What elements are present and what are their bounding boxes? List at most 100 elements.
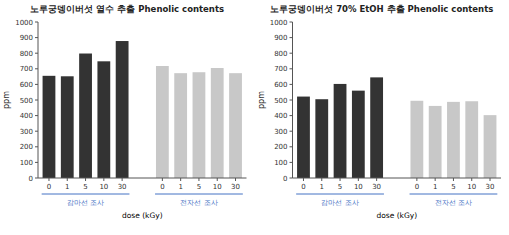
y-tick-label: 200 — [20, 143, 33, 151]
y-tick-label: 100 — [274, 159, 287, 167]
panel: 010020030040050060070080090010000151030감… — [2, 4, 247, 220]
group-underline — [410, 194, 498, 195]
x-tick — [180, 178, 181, 181]
x-tick — [122, 178, 123, 181]
y-tick — [290, 146, 293, 147]
x-axis — [293, 178, 502, 179]
group-label: 감마선 조사 — [321, 199, 358, 207]
y-tick-label: 1000 — [15, 19, 33, 27]
y-tick-label: 600 — [274, 81, 287, 89]
bar — [229, 73, 242, 178]
x-tick — [67, 178, 68, 181]
x-tick-label: 0 — [301, 183, 305, 191]
x-tick — [471, 178, 472, 181]
bars — [43, 41, 242, 178]
y-tick — [35, 22, 38, 23]
figure: 010020030040050060070080090010000151030감… — [0, 0, 509, 235]
x-tick — [376, 178, 377, 181]
y-tick-label: 500 — [20, 97, 33, 105]
bar — [116, 41, 129, 178]
y-tick-label: 600 — [20, 81, 33, 89]
x-tick-label: 0 — [160, 183, 164, 191]
x-tick — [453, 178, 454, 181]
bar — [97, 61, 110, 178]
y-tick — [290, 162, 293, 163]
y-tick — [35, 162, 38, 163]
x-tick-label: 5 — [83, 183, 87, 191]
x-tick — [235, 178, 236, 181]
x-axis — [38, 178, 247, 179]
y-tick — [35, 115, 38, 116]
x-tick-label: 1 — [178, 183, 182, 191]
x-tick-label: 5 — [451, 183, 455, 191]
title: 노루궁뎅이버섯 열수 추출 Phenolic contents — [30, 4, 224, 14]
y-axis-label: ppm — [257, 91, 266, 109]
y-tick — [290, 100, 293, 101]
bar — [410, 101, 423, 178]
y-tick — [290, 37, 293, 38]
bar — [297, 97, 310, 178]
x-tick — [217, 178, 218, 181]
x-tick-label: 1 — [320, 183, 324, 191]
x-tick-label: 10 — [354, 183, 363, 191]
y-tick-label: 0 — [29, 175, 33, 183]
title: 노루궁뎅이버섯 70% EtOH 추출 Phenolic contents — [270, 4, 493, 14]
x-tick — [85, 178, 86, 181]
x-axis-label: dose (kGy) — [376, 211, 417, 220]
y-axis-label: ppm — [2, 91, 11, 109]
y-tick-label: 800 — [20, 50, 33, 58]
y-tick-label: 200 — [274, 143, 287, 151]
x-tick-label: 30 — [486, 183, 495, 191]
bar — [156, 66, 169, 178]
y-tick — [35, 37, 38, 38]
y-tick — [290, 131, 293, 132]
y-tick-label: 700 — [20, 65, 33, 73]
group-label: 전자선 조사 — [180, 199, 217, 207]
panel: 010020030040050060070080090010000151030감… — [257, 4, 502, 220]
y-tick-label: 800 — [274, 50, 287, 58]
group-label: 감마선 조사 — [67, 199, 104, 207]
y-tick-label: 700 — [274, 65, 287, 73]
x-tick-label: 30 — [231, 183, 240, 191]
bar — [370, 77, 383, 178]
bar — [79, 54, 92, 178]
y-tick — [35, 68, 38, 69]
y-tick-label: 400 — [274, 112, 287, 120]
x-tick — [490, 178, 491, 181]
x-tick — [435, 178, 436, 181]
y-tick — [35, 53, 38, 54]
x-tick-label: 10 — [213, 183, 222, 191]
x-axis-label: dose (kGy) — [122, 211, 163, 220]
y-tick-label: 900 — [20, 34, 33, 42]
bar — [429, 106, 442, 178]
bars — [297, 77, 496, 178]
x-tick — [416, 178, 417, 181]
y-tick-label: 900 — [274, 34, 287, 42]
y-tick — [35, 146, 38, 147]
x-tick — [358, 178, 359, 181]
y-tick — [35, 100, 38, 101]
y-tick-label: 500 — [274, 97, 287, 105]
x-tick-label: 0 — [47, 183, 51, 191]
y-tick-label: 1000 — [270, 19, 288, 27]
y-tick — [35, 131, 38, 132]
y-tick — [290, 178, 293, 179]
x-tick-label: 10 — [99, 183, 108, 191]
x-tick-label: 1 — [65, 183, 69, 191]
bar — [43, 76, 56, 178]
x-tick — [103, 178, 104, 181]
bar — [334, 84, 347, 178]
y-tick — [290, 53, 293, 54]
x-tick-label: 30 — [118, 183, 127, 191]
group-underline — [296, 194, 384, 195]
bar — [193, 72, 206, 178]
bar — [61, 76, 74, 178]
y-tick — [35, 178, 38, 179]
bar — [211, 68, 224, 178]
x-tick-label: 30 — [372, 183, 381, 191]
y-tick-label: 300 — [274, 128, 287, 136]
y-tick-label: 100 — [20, 159, 33, 167]
bar — [465, 101, 478, 178]
y-tick — [35, 84, 38, 85]
x-tick — [198, 178, 199, 181]
